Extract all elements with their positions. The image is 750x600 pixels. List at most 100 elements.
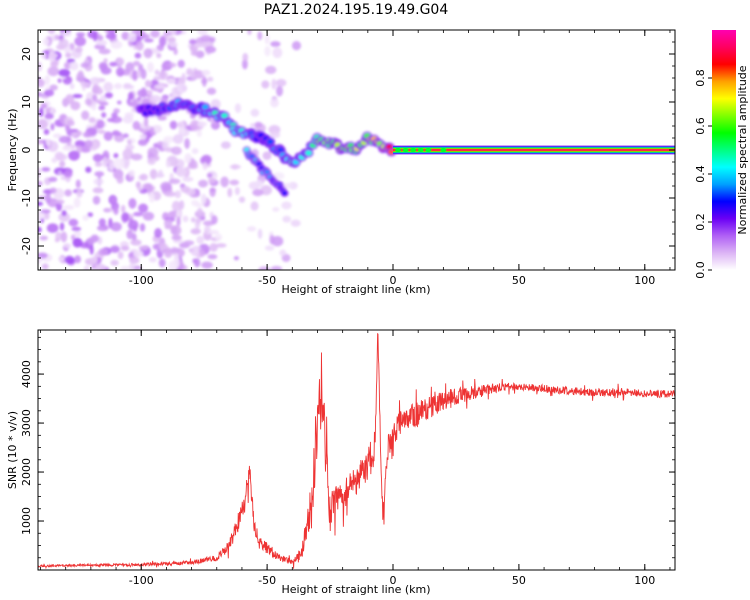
x-tick-label: -50 (258, 574, 276, 587)
ridge-core (221, 113, 228, 119)
heatmap-noise-blob (61, 31, 72, 37)
heatmap-noise-blob (211, 215, 218, 225)
heatmap-noise-blob (147, 147, 159, 158)
heatmap-noise-blob (159, 35, 167, 47)
heatmap-noise-blob (68, 150, 80, 161)
heatmap-noise-blob (38, 257, 42, 264)
heatmap-noise-blob (173, 48, 178, 55)
heatmap-noise-blob (83, 265, 90, 270)
heatmap-noise-blob (64, 255, 75, 265)
carrier-bead (440, 148, 447, 152)
heatmap-noise-blob (252, 189, 264, 197)
heatmap-noise-blob (122, 68, 130, 76)
y-tick-label: 4000 (20, 360, 33, 388)
heatmap-noise-blob (54, 151, 64, 161)
heatmap-noise-blob (50, 61, 59, 68)
heatmap-noise-blob (107, 30, 116, 34)
heatmap-noise-blob (247, 30, 252, 36)
heatmap-noise-blob (122, 148, 134, 160)
heatmap-noise-blob (38, 139, 44, 145)
y-tick-label: -10 (20, 189, 33, 207)
heatmap-noise-blob (38, 211, 44, 221)
heatmap-noise-blob (75, 130, 83, 137)
heatmap-noise-blob (166, 78, 177, 84)
heatmap-noise-blob (105, 32, 117, 40)
heatmap-noise-blob (180, 185, 191, 193)
carrier-bead (395, 148, 402, 152)
heatmap-noise-blob (109, 245, 120, 253)
heatmap-noise-blob (143, 38, 154, 43)
heatmap-noise-blob (128, 101, 139, 107)
heatmap-noise-blob (126, 229, 133, 240)
heatmap-noise-blob (62, 205, 75, 210)
heatmap-noise-blob (149, 95, 162, 103)
heatmap-noise-blob (193, 70, 205, 79)
heatmap-noise-blob (197, 30, 208, 36)
heatmap-noise-blob (202, 220, 215, 226)
heatmap-noise-blob (275, 79, 287, 87)
x-tick-label: 100 (634, 574, 655, 587)
heatmap-noise-blob (132, 211, 144, 217)
heatmap-noise-blob (176, 216, 181, 227)
carrier-bead (402, 148, 409, 152)
heatmap-noise-blob (165, 159, 171, 168)
heatmap-noise-blob (262, 151, 272, 160)
heatmap-noise-blob (250, 201, 259, 211)
heatmap-noise-blob (199, 249, 206, 257)
heatmap-noise-blob (46, 223, 59, 233)
heatmap-noise-blob (194, 202, 203, 208)
heatmap-noise-blob (154, 84, 166, 90)
heatmap-noise-blob (38, 107, 44, 117)
heatmap-noise-blob (210, 98, 221, 110)
heatmap-noise-blob (149, 168, 158, 180)
heatmap-noise-blob (74, 36, 87, 47)
heatmap-noise-blob (137, 139, 148, 146)
heatmap-noise-blob (188, 159, 198, 169)
heatmap-noise-blob (272, 47, 283, 59)
heatmap-noise-blob (69, 83, 75, 90)
heatmap-noise-blob (127, 139, 132, 145)
heatmap-noise-blob (157, 115, 167, 121)
heatmap-noise-blob (270, 131, 281, 139)
heatmap-noise-blob (220, 176, 229, 188)
heatmap-noise-blob (71, 93, 83, 99)
heatmap-noise-blob (44, 113, 54, 120)
heatmap-noise-blob (99, 101, 109, 106)
heatmap-noise-blob (44, 89, 55, 97)
heatmap-noise-blob (201, 69, 211, 76)
colorbar-ticks: 0.0 0.2 0.4 0.6 0.8 (694, 69, 712, 279)
heatmap-noise-blob (120, 204, 126, 213)
heatmap-noise-blob (70, 234, 76, 241)
heatmap-noise-blob (89, 76, 101, 85)
heatmap-noise-blob (209, 187, 217, 192)
heatmap-noise-blob (92, 83, 100, 94)
heatmap-blobs (38, 30, 397, 270)
x-tick-label: -100 (129, 574, 154, 587)
heatmap-noise-blob (138, 245, 149, 251)
heatmap-noise-blob (233, 256, 240, 261)
heatmap-noise-blob (65, 94, 75, 105)
heatmap-noise-blob (75, 179, 81, 189)
heatmap-noise-blob (120, 245, 130, 251)
heatmap-y-axis-label: Frequency (Hz) (6, 109, 19, 192)
heatmap-noise-blob (179, 200, 185, 210)
heatmap-noise-blob (196, 129, 202, 138)
heatmap-noise-blob (190, 51, 202, 57)
heatmap-noise-blob (58, 69, 71, 77)
colorbar-tick-label: 0.4 (694, 165, 707, 183)
x-tick-label: 50 (512, 274, 526, 287)
heatmap-noise-blob (117, 251, 124, 260)
heatmap-noise-blob (98, 218, 106, 227)
heatmap-x-ticks: -100 -50 0 50 100 (40, 30, 671, 287)
heatmap-noise-blob (145, 80, 153, 86)
heatmap-noise-blob (88, 117, 96, 124)
heatmap-x-axis-label: Height of straight line (km) (281, 283, 430, 296)
heatmap-noise-blob (207, 173, 213, 178)
heatmap-noise-blob (269, 234, 275, 245)
heatmap-noise-blob (121, 31, 130, 41)
heatmap-noise-blob (209, 36, 216, 43)
heatmap-noise-blob (180, 127, 185, 135)
heatmap-noise-blob (116, 100, 122, 105)
snr-y-ticks: 1000 2000 3000 4000 (20, 336, 675, 571)
heatmap-noise-blob (234, 103, 242, 114)
